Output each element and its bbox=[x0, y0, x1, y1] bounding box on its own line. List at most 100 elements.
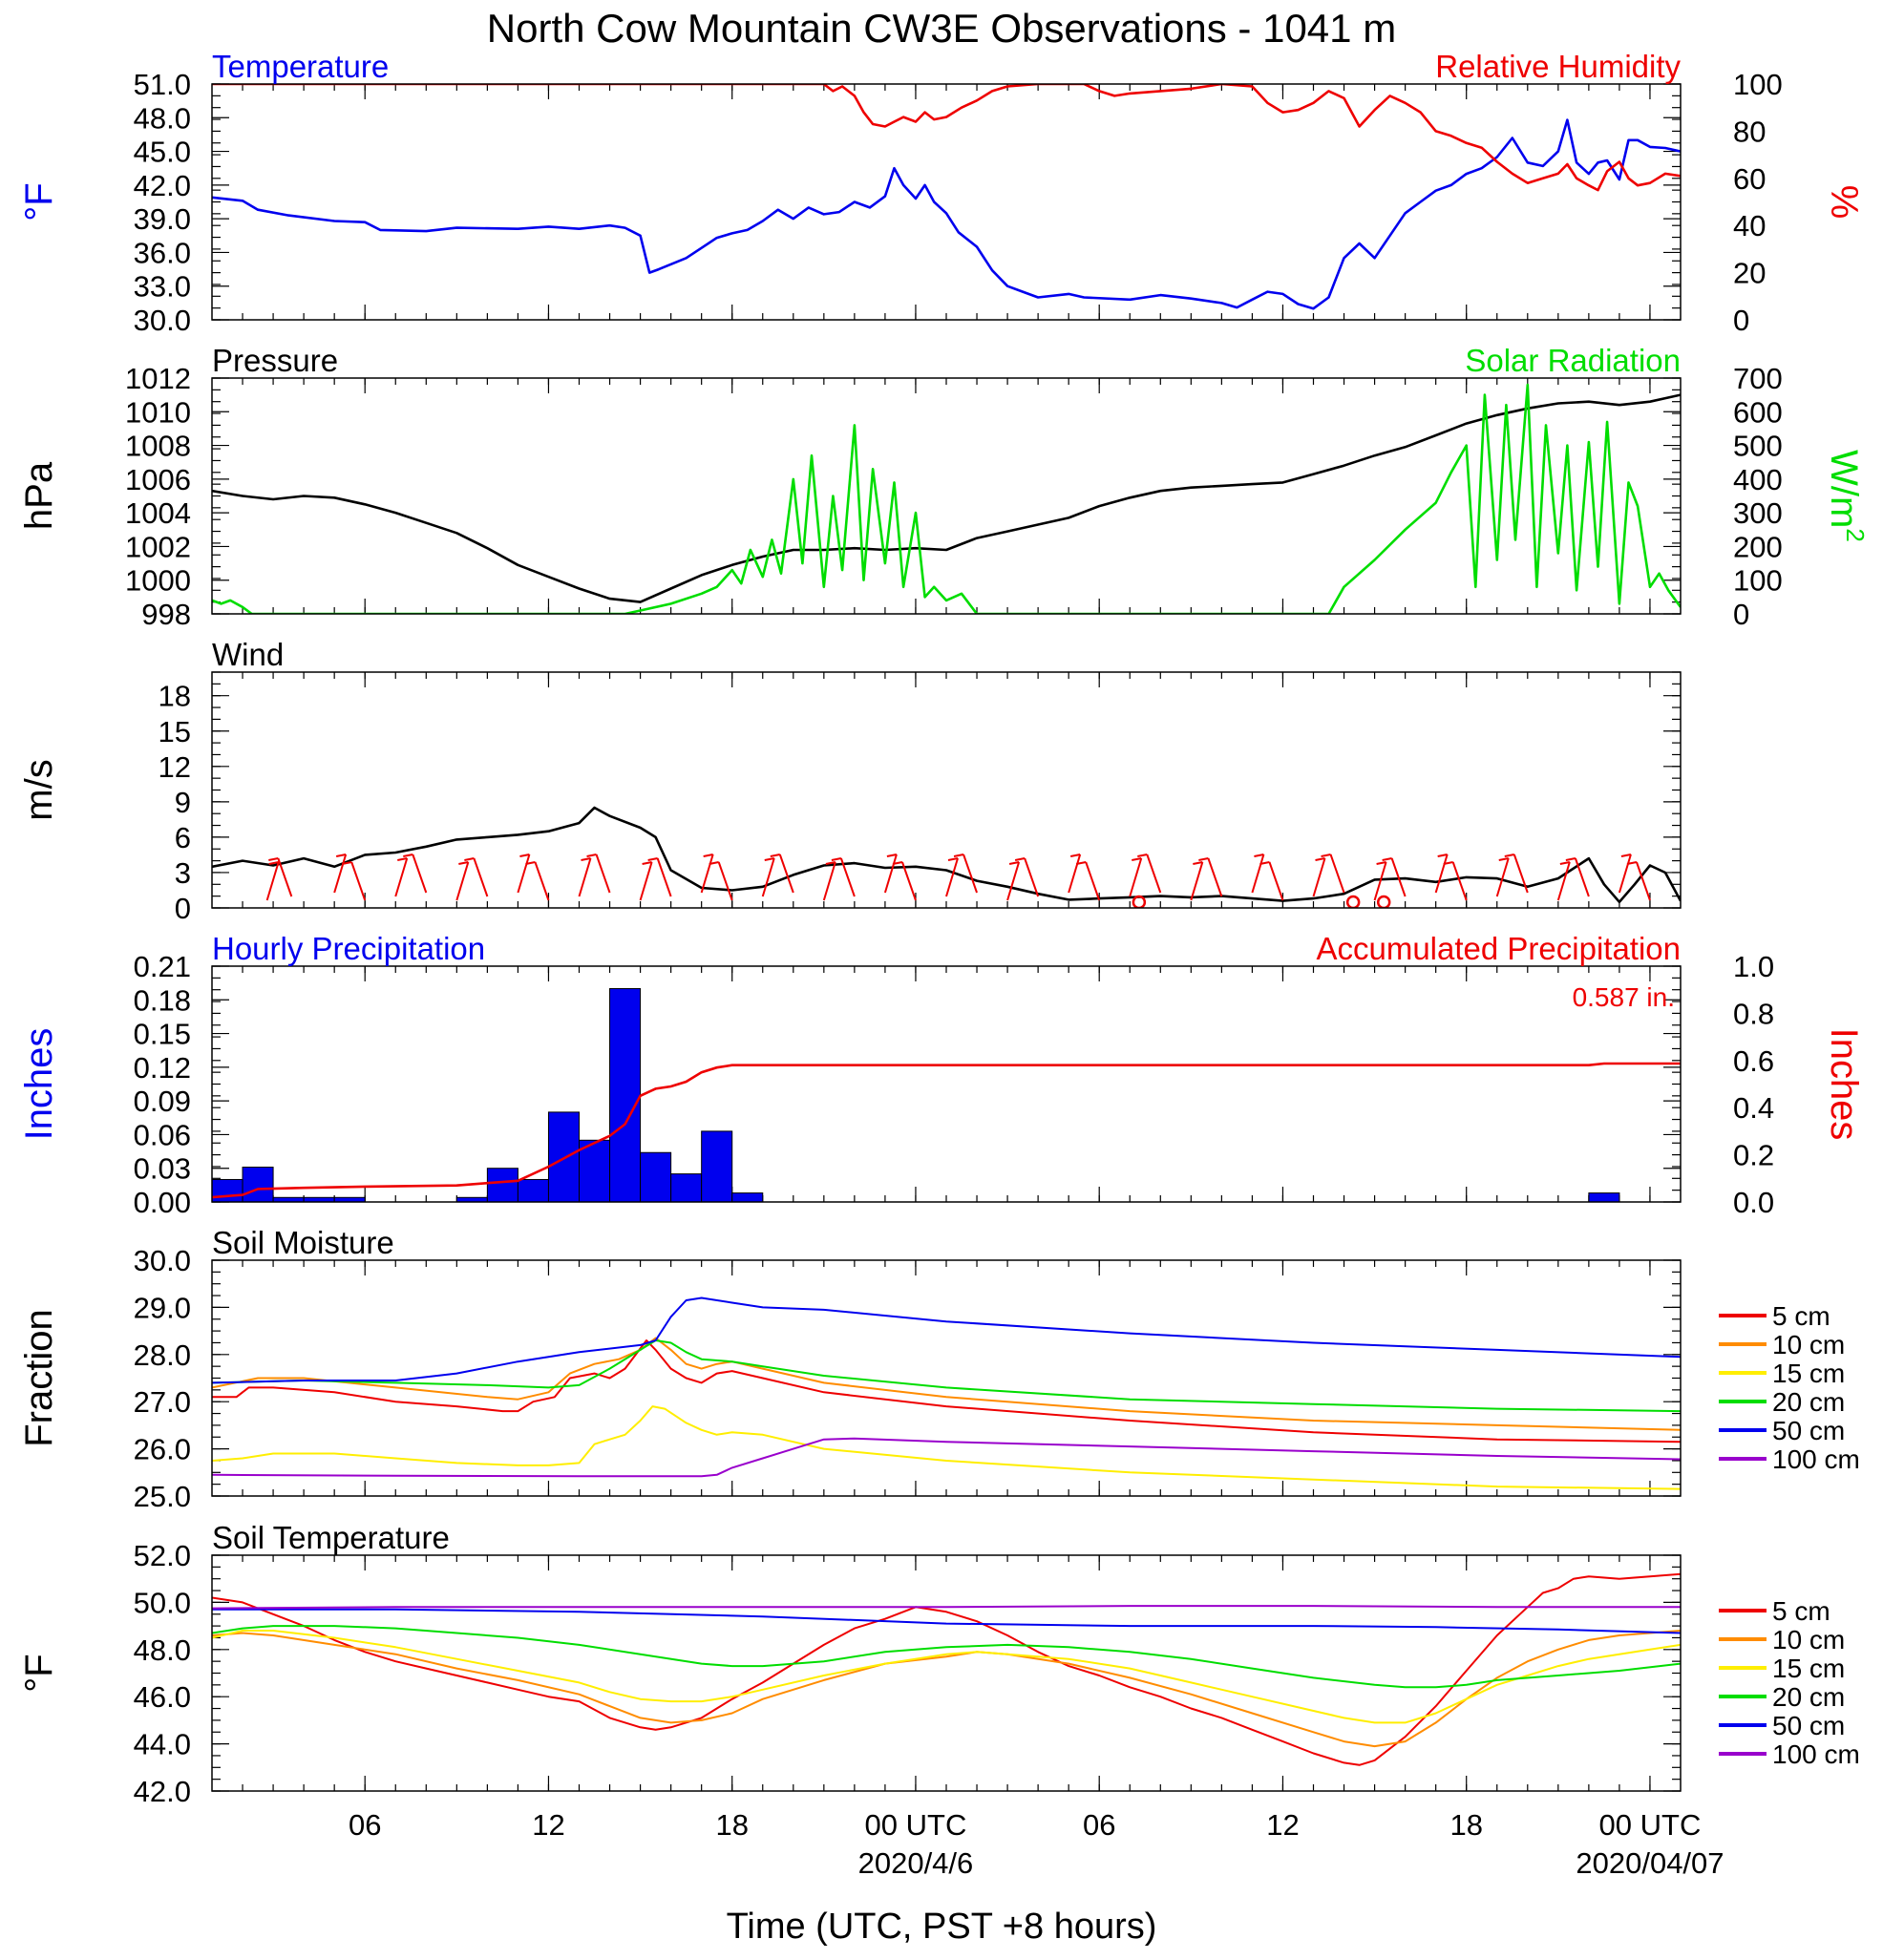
wind-barb-flag bbox=[953, 854, 964, 857]
y-tick-label-right: 0.8 bbox=[1733, 997, 1774, 1030]
wind-barb bbox=[277, 857, 293, 897]
soil-moisture-frame bbox=[211, 1259, 1682, 1497]
y-tick-label-left: 0.15 bbox=[134, 1018, 191, 1051]
legend-entry: 10 cm bbox=[1772, 1625, 1845, 1654]
wind-barb-flag bbox=[1137, 854, 1148, 857]
y-tick-label-right: 100 bbox=[1733, 564, 1783, 598]
wind-barb bbox=[717, 861, 733, 901]
precip-total-label: 0.587 in. bbox=[1573, 982, 1675, 1012]
wind-barb-flag bbox=[335, 854, 347, 857]
wind-barb bbox=[595, 854, 611, 894]
wind-barb bbox=[1024, 857, 1040, 897]
wind-barb-flag bbox=[886, 854, 898, 857]
wind-barb bbox=[1068, 854, 1082, 894]
precip-right-title: Accumulated Precipitation bbox=[1316, 931, 1681, 966]
legend-entry: 100 cm bbox=[1772, 1444, 1860, 1474]
y-tick-label-left: 3 bbox=[175, 856, 191, 890]
legend-entry: 10 cm bbox=[1772, 1330, 1845, 1359]
y-tick-label-left: 30.0 bbox=[134, 304, 191, 337]
wind-barb bbox=[700, 854, 714, 894]
wind-barb-flag bbox=[703, 854, 713, 857]
y-tick-label-right: 40 bbox=[1733, 209, 1766, 242]
y-tick-label-left: 52.0 bbox=[134, 1539, 191, 1572]
wind-barb-flag bbox=[403, 854, 413, 857]
wind-barb-flag bbox=[1559, 861, 1571, 865]
y-tick-label-left: 33.0 bbox=[134, 270, 191, 304]
y-tick-label-left: 42.0 bbox=[134, 1775, 191, 1808]
precip-left-axis-label: Inches bbox=[18, 1028, 60, 1141]
press-solar-left-axis-label: hPa bbox=[18, 461, 60, 530]
wind-barb-flag bbox=[581, 857, 591, 861]
wind-barb-flag bbox=[458, 861, 469, 865]
wind-barb bbox=[517, 854, 531, 894]
soil-moisture-series-line-20cm bbox=[212, 1339, 1681, 1413]
wind-barb bbox=[839, 857, 856, 897]
wind-barb bbox=[473, 857, 489, 897]
wind-barb-flag bbox=[268, 861, 279, 865]
temp-rh-left-axis-label: °F bbox=[18, 182, 60, 221]
x-tick-label: 06 bbox=[1083, 1808, 1115, 1842]
wind-plot-area bbox=[212, 806, 1681, 908]
wind-left-axis-label: m/s bbox=[18, 759, 60, 820]
wind-series-line-0 bbox=[212, 806, 1681, 904]
y-tick-label-left: 1006 bbox=[125, 463, 191, 496]
soil-moisture-series-line-100cm bbox=[212, 1437, 1681, 1478]
wind-barb-flag bbox=[770, 854, 780, 857]
x-date-label: 2020/04/07 bbox=[1576, 1846, 1724, 1880]
wind-barb-flag bbox=[892, 861, 903, 865]
y-tick-label-left: 45.0 bbox=[134, 136, 191, 169]
wind-barb bbox=[901, 861, 917, 901]
y-tick-label-right: 60 bbox=[1733, 162, 1766, 196]
wind-barb-flag bbox=[1193, 861, 1203, 865]
wind-barb-flag bbox=[1008, 861, 1020, 865]
y-tick-label-right: 0 bbox=[1733, 598, 1749, 631]
wind-barb bbox=[822, 861, 836, 901]
precip-frame bbox=[211, 965, 1682, 1203]
y-tick-label-left: 0.06 bbox=[134, 1118, 191, 1151]
legend-entry: 20 cm bbox=[1772, 1682, 1845, 1712]
y-tick-label-left: 51.0 bbox=[134, 68, 191, 101]
wind-barb-flag bbox=[1076, 861, 1087, 865]
soil-moisture-panel: 25.0 26.0 27.0 28.0 29.0 30.0 Soil Moisture Fra… bbox=[18, 1225, 1860, 1513]
wind-barb-flag bbox=[831, 857, 842, 861]
y-tick-label-right: 300 bbox=[1733, 496, 1783, 530]
temp-rh-right-axis-label: % bbox=[1823, 185, 1865, 220]
hourly-precip-bar bbox=[212, 1178, 243, 1202]
hourly-precip-bar bbox=[517, 1178, 549, 1202]
temp-rh-right-title: Relative Humidity bbox=[1435, 49, 1681, 84]
wind-barb bbox=[394, 857, 409, 897]
wind-barb bbox=[1618, 854, 1632, 894]
calm-wind-marker bbox=[1345, 895, 1361, 908]
x-tick-label: 18 bbox=[715, 1808, 748, 1842]
wind-barb bbox=[455, 861, 470, 901]
y-tick-label-left: 0.18 bbox=[134, 983, 191, 1017]
wind-barb bbox=[1146, 854, 1162, 894]
press-solar-right-axis-label: W/m2 bbox=[1823, 450, 1870, 542]
wind-barb bbox=[1251, 854, 1265, 894]
wind-barb-flag bbox=[947, 857, 959, 861]
y-tick-label-right: 0.6 bbox=[1733, 1044, 1774, 1078]
wind-barb bbox=[883, 854, 898, 894]
wind-barb-flag bbox=[1504, 854, 1514, 857]
wind-barb bbox=[1636, 861, 1651, 901]
wind-barb-flag bbox=[1014, 857, 1026, 861]
y-tick-label-right: 200 bbox=[1733, 530, 1783, 563]
x-tick-label: 06 bbox=[349, 1808, 381, 1842]
y-tick-label-right: 20 bbox=[1733, 257, 1766, 290]
soil-moisture-series-line-50cm bbox=[212, 1296, 1681, 1384]
y-tick-label-left: 0.21 bbox=[134, 950, 191, 983]
wind-barb-flag bbox=[825, 861, 836, 865]
wind-barb-flag bbox=[1382, 857, 1392, 861]
x-tick-label: 18 bbox=[1449, 1808, 1482, 1842]
wind-barb bbox=[1207, 857, 1223, 897]
y-tick-label-right: 0.4 bbox=[1733, 1091, 1774, 1125]
wind-barb-flag bbox=[342, 861, 352, 865]
wind-barb bbox=[265, 861, 280, 901]
wind-barb-flag bbox=[1198, 857, 1209, 861]
wind-barb bbox=[945, 857, 959, 897]
hourly-precip-bar bbox=[486, 1168, 518, 1202]
figure-title: North Cow Mountain CW3E Observations - 1… bbox=[487, 6, 1396, 51]
legend-entry: 100 cm bbox=[1772, 1739, 1860, 1769]
precip-panel: 0.000.030.060.090.120.150.180.21 0.0 0.2 0.… bbox=[18, 931, 1865, 1219]
temp-rh-left-title: Temperature bbox=[212, 49, 389, 84]
